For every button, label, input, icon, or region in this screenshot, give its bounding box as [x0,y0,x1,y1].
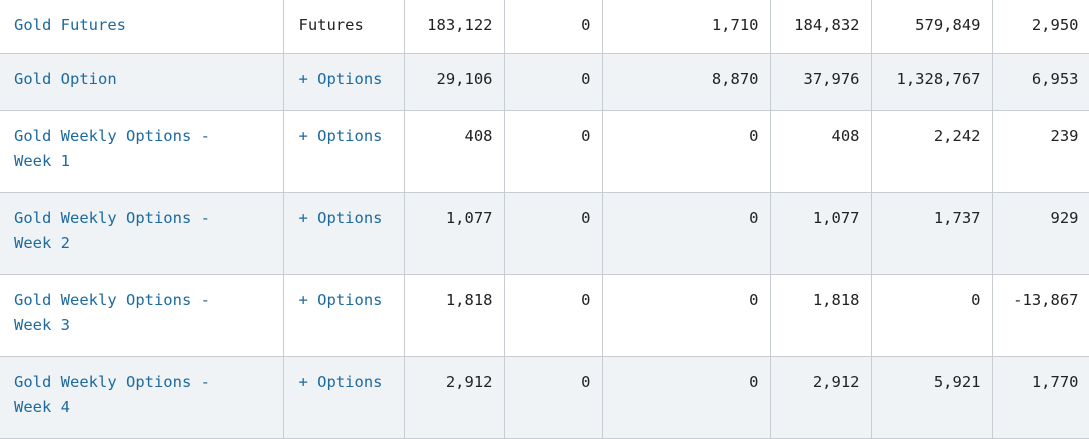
type-cell: Futures [282,0,405,54]
value-cell: 0 [503,110,603,193]
value-cell: 2,912 [769,356,872,439]
product-link[interactable]: Gold Weekly Options - Week 3 [14,291,210,334]
value-cell: 1,710 [601,0,771,54]
value-cell: 0 [503,274,603,357]
product-link[interactable]: Gold Futures [14,16,126,34]
value-cell: 2,912 [403,356,505,439]
type-label: Futures [298,16,364,34]
value-cell: 1,818 [403,274,505,357]
value-cell: 0 [601,192,771,275]
product-link[interactable]: Gold Option [14,70,117,88]
value-cell: 8,870 [601,53,771,111]
product-link[interactable]: Gold Weekly Options - Week 2 [14,209,210,252]
product-link[interactable]: Gold Weekly Options - Week 1 [14,127,210,170]
value-cell: 1,818 [769,274,872,357]
product-link[interactable]: Gold Weekly Options - Week 4 [14,373,210,416]
value-cell: 1,077 [403,192,505,275]
options-expand-link[interactable]: + Options [298,127,383,145]
value-cell: 0 [601,110,771,193]
options-expand-link[interactable]: + Options [298,373,383,391]
type-cell: + Options [282,274,405,357]
table-row: Gold Weekly Options - Week 3 + Options 1… [0,274,1089,357]
value-cell: 6,953 [991,53,1089,111]
type-cell: + Options [282,53,405,111]
value-cell: 0 [503,53,603,111]
value-cell: 1,328,767 [870,53,993,111]
value-cell: 29,106 [403,53,505,111]
value-cell: 0 [503,0,603,54]
value-cell: 184,832 [769,0,872,54]
value-cell: 0 [503,356,603,439]
value-cell: 1,737 [870,192,993,275]
value-cell: 0 [601,274,771,357]
value-cell: 1,077 [769,192,872,275]
options-expand-link[interactable]: + Options [298,209,383,227]
value-cell: 239 [991,110,1089,193]
product-cell: Gold Weekly Options - Week 1 [0,110,284,193]
value-cell: 37,976 [769,53,872,111]
options-expand-link[interactable]: + Options [298,70,383,88]
value-cell: 408 [769,110,872,193]
table-row: Gold Weekly Options - Week 2 + Options 1… [0,192,1089,275]
table-row: Gold Weekly Options - Week 1 + Options 4… [0,110,1089,193]
value-cell: -13,867 [991,274,1089,357]
product-cell: Gold Weekly Options - Week 2 [0,192,284,275]
options-expand-link[interactable]: + Options [298,291,383,309]
type-cell: + Options [282,110,405,193]
type-cell: + Options [282,356,405,439]
product-cell: Gold Weekly Options - Week 3 [0,274,284,357]
product-cell: Gold Option [0,53,284,111]
value-cell: 0 [503,192,603,275]
product-cell: Gold Weekly Options - Week 4 [0,356,284,439]
value-cell: 2,950 [991,0,1089,54]
value-cell: 929 [991,192,1089,275]
table-row: Gold Option + Options 29,106 0 8,870 37,… [0,53,1089,111]
type-cell: + Options [282,192,405,275]
table-row: Gold Futures Futures 183,122 0 1,710 184… [0,0,1089,54]
value-cell: 579,849 [870,0,993,54]
value-cell: 1,770 [991,356,1089,439]
value-cell: 2,242 [870,110,993,193]
value-cell: 5,921 [870,356,993,439]
value-cell: 183,122 [403,0,505,54]
product-cell: Gold Futures [0,0,284,54]
table-row: Gold Weekly Options - Week 4 + Options 2… [0,356,1089,439]
value-cell: 0 [870,274,993,357]
value-cell: 408 [403,110,505,193]
value-cell: 0 [601,356,771,439]
